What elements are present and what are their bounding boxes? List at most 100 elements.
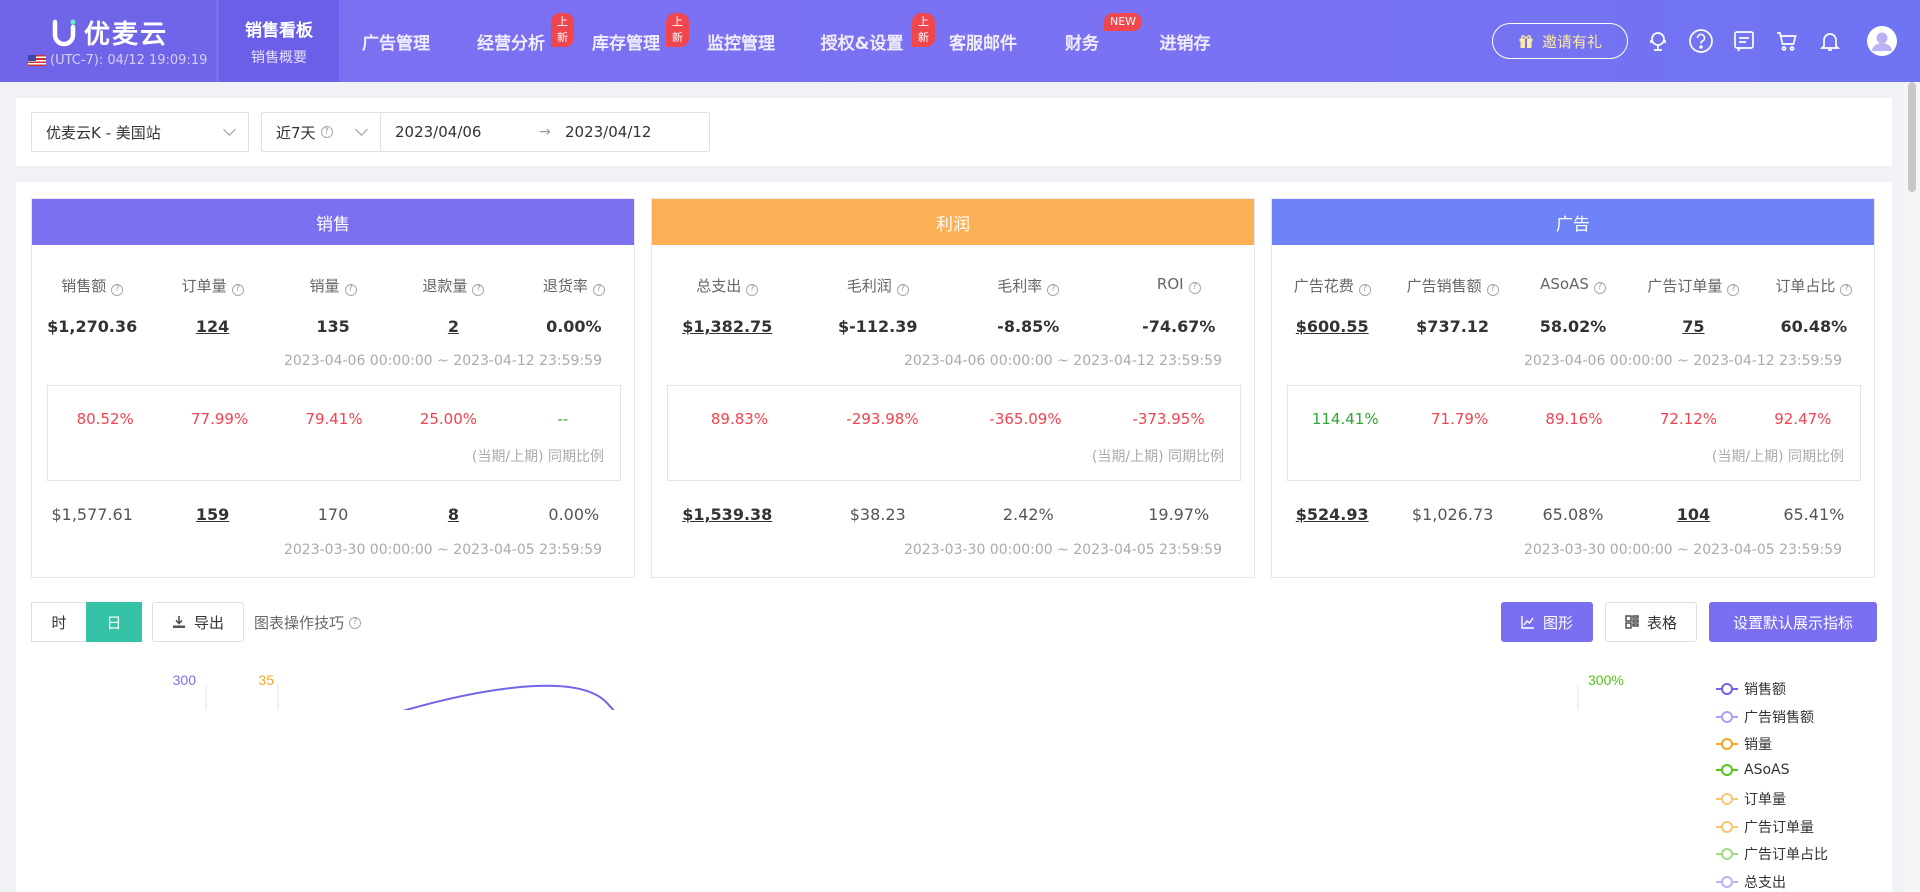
table-view-button[interactable]: 表格 (1605, 602, 1697, 642)
legend-item[interactable]: ASoAS (1716, 762, 1790, 778)
prev-value: $1,026.73 (1411, 505, 1494, 524)
legend-label: 销量 (1744, 737, 1772, 753)
invite-label: 邀请有礼 (1541, 32, 1602, 51)
metric-value-link[interactable]: 124 (195, 317, 230, 336)
nav-auth-settings[interactable]: 授权&设置 上新 (810, 0, 935, 82)
prev-value-link[interactable]: $524.93 (1295, 505, 1369, 524)
prev-value-link[interactable]: 104 (1676, 505, 1711, 524)
card-title: 销售 (32, 199, 634, 245)
metric-label: 毛利率? (953, 275, 1104, 296)
help-icon: ? (592, 283, 605, 296)
message-icon[interactable] (1731, 28, 1757, 54)
comparison-box: 114.41% 71.79% 89.16% 72.12% 92.47% (当期/… (1287, 385, 1861, 481)
nav-monitoring[interactable]: 监控管理 (695, 0, 787, 82)
help-icon: ? (349, 616, 362, 629)
date-range-picker[interactable]: 2023/04/06 → 2023/04/12 (380, 112, 710, 152)
export-label: 导出 (193, 613, 224, 632)
metric-value: $1,270.36 (47, 317, 138, 336)
nav-label: 客服邮件 (949, 33, 1017, 54)
line-chart[interactable]: 300200353025300%200%100%0 (16, 182, 1892, 710)
metric-value-link[interactable]: 2 (447, 317, 459, 336)
metric-value-link[interactable]: $1,382.75 (682, 317, 773, 336)
hour-toggle[interactable]: 时 (31, 602, 87, 642)
previous-period-range: 2023-03-30 00:00:00 ~ 2023-04-05 23:59:5… (1523, 542, 1842, 558)
nav-sub-label: 销售概要 (251, 49, 307, 66)
prev-value: 2.42% (1002, 505, 1054, 524)
nav-purchase-sales-stock[interactable]: 进销存 (1148, 0, 1222, 82)
prev-value-link[interactable]: 159 (195, 505, 230, 524)
nav-customer-mail[interactable]: 客服邮件 (937, 0, 1029, 82)
end-date[interactable]: 2023/04/12 (565, 123, 652, 141)
period-select[interactable]: 近7天 ? (261, 112, 381, 152)
legend-label: 广告订单量 (1744, 819, 1814, 836)
prev-value-link[interactable]: 8 (447, 505, 459, 524)
help-icon: ? (111, 283, 124, 296)
prev-value: $1,577.61 (51, 505, 133, 524)
legend-item[interactable]: 广告销售额 (1716, 707, 1814, 727)
set-default-metrics-button[interactable]: 设置默认展示指标 (1709, 602, 1877, 642)
legend-marker-icon (1716, 683, 1738, 695)
metric-label: 广告花费? (1272, 275, 1392, 296)
bell-icon[interactable] (1817, 28, 1843, 54)
nav-ad-management[interactable]: 广告管理 (350, 0, 442, 82)
nav-label: 库存管理 (592, 33, 660, 54)
chart-tips[interactable]: 图表操作技巧? (254, 612, 362, 633)
page-scrollbar[interactable] (1904, 82, 1920, 892)
invite-button[interactable]: 邀请有礼 (1492, 23, 1628, 59)
export-button[interactable]: 导出 (152, 602, 244, 642)
metric-value: 0.00% (546, 317, 602, 336)
help-icon: ? (896, 283, 909, 296)
filter-bar: 优麦云K - 美国站 近7天 ? 2023/04/06 → 2023/04/12 (16, 98, 1892, 166)
legend-marker-icon (1716, 820, 1738, 833)
metric-value-link[interactable]: $600.55 (1295, 317, 1369, 336)
card-title: 利润 (652, 199, 1254, 245)
help-icon[interactable] (1688, 28, 1714, 54)
legend-item[interactable]: 广告订单量 (1716, 817, 1814, 837)
legend-label: 订单量 (1744, 792, 1786, 808)
support-agent-icon[interactable] (1645, 28, 1671, 54)
legend-label: ASoAS (1744, 761, 1790, 778)
us-flag-icon (28, 55, 46, 66)
legend-item[interactable]: 销量 (1716, 734, 1772, 754)
legend-label: 广告订单占比 (1744, 847, 1828, 863)
brand-block[interactable]: 优麦云 (UTC-7): 04/12 19:09:19 (0, 0, 216, 82)
graph-view-button[interactable]: 图形 (1501, 602, 1593, 642)
metric-value: $737.12 (1416, 317, 1490, 336)
scrollbar-thumb[interactable] (1908, 82, 1916, 192)
ratio-value: -- (557, 410, 569, 428)
legend-item[interactable]: 销售额 (1716, 679, 1786, 699)
nav-inventory[interactable]: 库存管理 上新 (580, 0, 689, 82)
help-icon: ? (1486, 283, 1499, 296)
metric-label: ASoAS? (1513, 275, 1633, 296)
start-date[interactable]: 2023/04/06 (395, 123, 482, 141)
new-badge: NEW (1104, 13, 1143, 31)
legend-marker-icon (1716, 793, 1738, 805)
store-select[interactable]: 优麦云K - 美国站 (31, 112, 249, 152)
nav-finance[interactable]: 财务 NEW (1052, 0, 1143, 82)
ratio-value: 89.16% (1545, 410, 1603, 428)
help-icon: ? (1840, 283, 1853, 296)
prev-value-link[interactable]: $1,539.38 (682, 505, 773, 524)
help-icon: ? (231, 283, 244, 296)
metric-value: -74.67% (1142, 317, 1216, 336)
current-period-range: 2023-04-06 00:00:00 ~ 2023-04-12 23:59:5… (1523, 353, 1842, 369)
ratio-value: 89.83% (710, 410, 769, 428)
cart-icon[interactable] (1774, 28, 1800, 54)
nav-sales-dashboard[interactable]: 销售看板 销售概要 (219, 0, 339, 82)
legend-item[interactable]: 广告订单占比 (1716, 844, 1828, 864)
metric-value-link[interactable]: 75 (1682, 317, 1705, 336)
brand-name: 优麦云 (84, 20, 169, 50)
nav-label: 进销存 (1159, 33, 1211, 54)
user-avatar[interactable] (1866, 25, 1898, 57)
legend-item[interactable]: 总支出 (1716, 872, 1786, 892)
day-toggle[interactable]: 日 (86, 602, 142, 642)
timezone-clock: (UTC-7): 04/12 19:09:19 (28, 53, 207, 68)
legend-marker-icon (1716, 875, 1738, 888)
ratio-value: 114.41% (1311, 410, 1379, 428)
help-icon: ? (1593, 281, 1606, 294)
new-badge: 上新 (551, 13, 574, 47)
chevron-down-icon (355, 123, 368, 136)
legend-item[interactable]: 订单量 (1716, 789, 1786, 809)
logo[interactable]: 优麦云 (52, 14, 168, 51)
nav-business-analysis[interactable]: 经营分析 上新 (465, 0, 574, 82)
